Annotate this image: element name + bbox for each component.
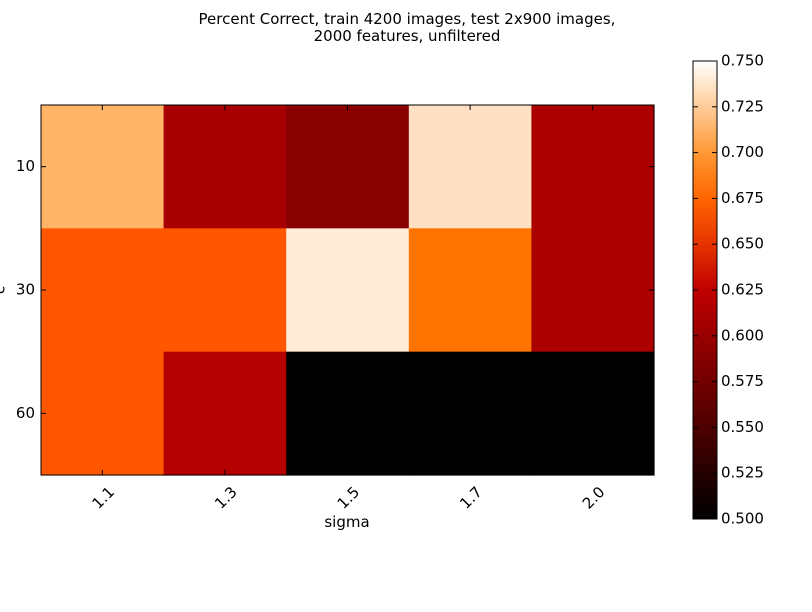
colorbar-tick-label: 0.500 (721, 510, 764, 528)
heatmap-cell (531, 105, 655, 229)
colorbar-tick-label: 0.525 (721, 464, 764, 482)
chart-title-line: 2000 features, unfiltered (314, 27, 501, 45)
chart-title: Percent Correct, train 4200 images, test… (199, 10, 616, 45)
colorbar-tick-label: 0.550 (721, 418, 764, 436)
heatmap-cell (41, 351, 165, 476)
colorbar-tick-label: 0.700 (721, 143, 764, 161)
chart-title-line: Percent Correct, train 4200 images, test… (199, 10, 616, 28)
heatmap-cell (286, 105, 410, 229)
colorbar-tick-label: 0.650 (721, 235, 764, 253)
y-tick-label: 60 (16, 404, 35, 422)
colorbar-tick-label: 0.750 (721, 52, 764, 70)
x-tick-label: 1.7 (456, 483, 486, 513)
heatmap-cell (163, 105, 287, 229)
heatmap-cell (163, 351, 287, 476)
y-axis-ticks: 10 30 60 (16, 157, 654, 422)
x-tick-label: 1.5 (334, 483, 364, 513)
heatmap-cell (531, 351, 655, 476)
colorbar-tick-label: 0.575 (721, 372, 764, 390)
heatmap-cell (408, 228, 532, 353)
colorbar-tick-label: 0.725 (721, 97, 764, 115)
heatmap-cell (163, 228, 287, 353)
heatmap-cell (41, 105, 165, 229)
heatmap-cell (408, 351, 532, 476)
heatmap-cell (408, 105, 532, 229)
x-tick-label: 2.0 (579, 483, 609, 513)
x-tick-label: 1.3 (211, 483, 241, 513)
heatmap-cell (41, 228, 165, 353)
x-tick-label: 1.1 (88, 483, 118, 513)
colorbar-ticks: 0.500 0.525 0.550 0.575 0.600 0.625 0.650 0.675… (693, 52, 764, 528)
y-tick-label: 10 (16, 157, 35, 175)
heatmap-cell (286, 351, 410, 476)
heatmap-cells (41, 105, 655, 476)
heatmap-cell (286, 228, 410, 353)
x-axis-label: sigma (324, 513, 369, 531)
y-tick-label: 30 (16, 281, 35, 299)
colorbar-tick-label: 0.675 (721, 189, 764, 207)
colorbar-tick-label: 0.625 (721, 281, 764, 299)
colorbar-tick-label: 0.600 (721, 326, 764, 344)
y-axis-label: c (0, 286, 9, 294)
heatmap-cell (531, 228, 655, 353)
